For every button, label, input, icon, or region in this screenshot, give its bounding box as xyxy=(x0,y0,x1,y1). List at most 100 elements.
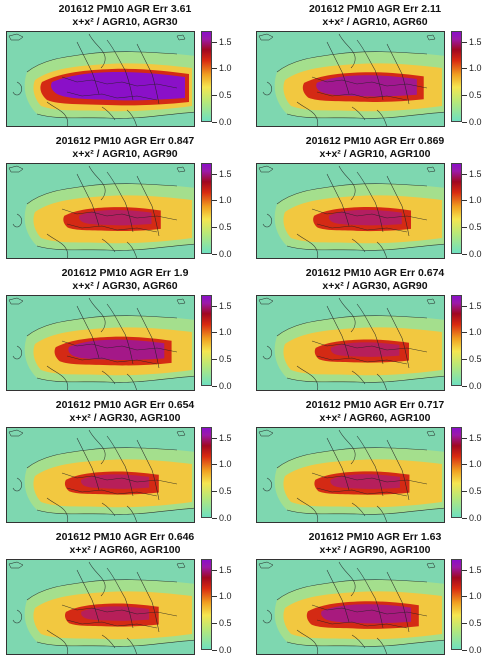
legend-tick-label: 1.5 xyxy=(219,300,232,311)
europe-error-map xyxy=(6,31,195,127)
legend-tick-label: 1.0 xyxy=(219,459,232,470)
legend-tick xyxy=(462,359,467,361)
legend-tick xyxy=(462,227,467,229)
legend-tick xyxy=(212,623,217,625)
legend-tick xyxy=(462,122,467,123)
europe-error-map xyxy=(256,163,445,259)
panel-subtitle: x+x² / AGR60, AGR100 xyxy=(69,544,181,556)
legend-tick-label: 0.0 xyxy=(469,249,482,259)
panel-subtitle: x+x² / AGR60, AGR100 xyxy=(319,412,431,424)
legend-tick-label: 0.0 xyxy=(469,117,482,127)
europe-error-map xyxy=(256,295,445,391)
legend-tick xyxy=(462,68,467,70)
map-panel: 201612 PM10 AGR Err 0.674 x+x² / AGR30, A… xyxy=(250,264,500,396)
color-scale-bar xyxy=(201,31,212,122)
panel-subtitle: x+x² / AGR10, AGR30 xyxy=(72,16,178,28)
legend-tick xyxy=(212,68,217,70)
legend-tick-label: 0.5 xyxy=(219,486,232,497)
legend-tick-label: 0.5 xyxy=(469,486,482,497)
legend-tick-label: 0.5 xyxy=(469,618,482,629)
legend-tick xyxy=(212,227,217,229)
legend-tick-label: 0.5 xyxy=(469,90,482,101)
legend-tick-label: 0.5 xyxy=(219,90,232,101)
legend-tick xyxy=(212,491,217,493)
legend-tick xyxy=(212,518,217,519)
europe-error-map xyxy=(256,427,445,523)
legend-tick-label: 1.0 xyxy=(219,63,232,74)
legend-tick xyxy=(212,332,217,334)
legend-tick-label: 0.5 xyxy=(469,354,482,365)
color-scale-bar xyxy=(451,295,462,386)
legend-tick-label: 1.0 xyxy=(469,327,482,338)
legend-tick xyxy=(462,569,467,571)
legend-tick-label: 1.5 xyxy=(469,432,482,443)
legend-tick-label: 1.5 xyxy=(219,168,232,179)
panel-title: 201612 PM10 AGR Err 0.674 xyxy=(305,267,445,279)
map-panel: 201612 PM10 AGR Err 0.847 x+x² / AGR10, A… xyxy=(0,132,250,264)
panel-title: 201612 PM10 AGR Err 1.63 xyxy=(308,531,442,543)
legend-tick xyxy=(212,386,217,387)
legend-tick xyxy=(212,305,217,307)
legend-tick xyxy=(462,650,467,651)
legend-tick xyxy=(462,173,467,175)
europe-error-map xyxy=(6,427,195,523)
legend-tick-label: 0.0 xyxy=(219,381,232,391)
color-scale-bar xyxy=(451,427,462,518)
map-panel: 201612 PM10 AGR Err 1.63 x+x² / AGR90, AG… xyxy=(250,528,500,660)
legend-tick-label: 1.5 xyxy=(469,300,482,311)
color-scale-bar xyxy=(201,559,212,650)
color-scale-bar xyxy=(451,163,462,254)
legend-tick-label: 0.5 xyxy=(469,222,482,233)
legend-tick-label: 1.0 xyxy=(469,63,482,74)
map-panel: 201612 PM10 AGR Err 0.869 x+x² / AGR10, A… xyxy=(250,132,500,264)
legend-tick-label: 1.0 xyxy=(219,591,232,602)
legend-tick-label: 0.0 xyxy=(469,513,482,523)
panel-title: 201612 PM10 AGR Err 3.61 xyxy=(58,3,192,15)
map-panel: 201612 PM10 AGR Err 0.717 x+x² / AGR60, A… xyxy=(250,396,500,528)
legend-tick-label: 1.5 xyxy=(219,564,232,575)
legend-tick xyxy=(212,437,217,439)
map-panel: 201612 PM10 AGR Err 2.11 x+x² / AGR10, AG… xyxy=(250,0,500,132)
legend-tick-label: 1.0 xyxy=(469,591,482,602)
legend-tick xyxy=(462,596,467,598)
legend-tick xyxy=(462,491,467,493)
panel-subtitle: x+x² / AGR30, AGR90 xyxy=(322,280,428,292)
legend-tick-label: 0.5 xyxy=(219,354,232,365)
legend-tick-label: 0.5 xyxy=(219,618,232,629)
panel-title: 201612 PM10 AGR Err 0.654 xyxy=(55,399,195,411)
legend-tick xyxy=(462,332,467,334)
legend-tick xyxy=(212,569,217,571)
legend-tick-label: 1.0 xyxy=(219,195,232,206)
map-panel: 201612 PM10 AGR Err 1.9 x+x² / AGR30, AGR… xyxy=(0,264,250,396)
legend-tick xyxy=(212,122,217,123)
legend-tick-label: 1.5 xyxy=(469,564,482,575)
legend-tick-label: 1.5 xyxy=(469,168,482,179)
panel-title: 201612 PM10 AGR Err 0.847 xyxy=(55,135,195,147)
europe-error-map xyxy=(6,295,195,391)
panel-title: 201612 PM10 AGR Err 0.717 xyxy=(305,399,445,411)
panel-title: 201612 PM10 AGR Err 0.646 xyxy=(55,531,195,543)
legend-tick xyxy=(212,254,217,255)
legend-tick-label: 1.5 xyxy=(219,36,232,47)
legend-tick-label: 0.0 xyxy=(219,645,232,655)
legend-tick xyxy=(212,464,217,466)
legend-tick xyxy=(462,386,467,387)
legend-tick xyxy=(212,359,217,361)
map-panel: 201612 PM10 AGR Err 0.654 x+x² / AGR30, A… xyxy=(0,396,250,528)
panel-subtitle: x+x² / AGR30, AGR100 xyxy=(69,412,181,424)
legend-tick-label: 1.0 xyxy=(219,327,232,338)
color-scale-bar xyxy=(451,31,462,122)
legend-tick-label: 1.0 xyxy=(469,459,482,470)
panel-subtitle: x+x² / AGR30, AGR60 xyxy=(72,280,178,292)
legend-tick xyxy=(462,305,467,307)
panel-title: 201612 PM10 AGR Err 0.869 xyxy=(305,135,445,147)
legend-tick xyxy=(462,200,467,202)
legend-tick xyxy=(212,596,217,598)
color-scale-bar xyxy=(201,163,212,254)
legend-tick-label: 1.5 xyxy=(469,36,482,47)
color-scale-bar xyxy=(201,427,212,518)
legend-tick-label: 1.5 xyxy=(219,432,232,443)
legend-tick xyxy=(462,41,467,43)
map-panel: 201612 PM10 AGR Err 0.646 x+x² / AGR60, A… xyxy=(0,528,250,660)
legend-tick xyxy=(462,518,467,519)
